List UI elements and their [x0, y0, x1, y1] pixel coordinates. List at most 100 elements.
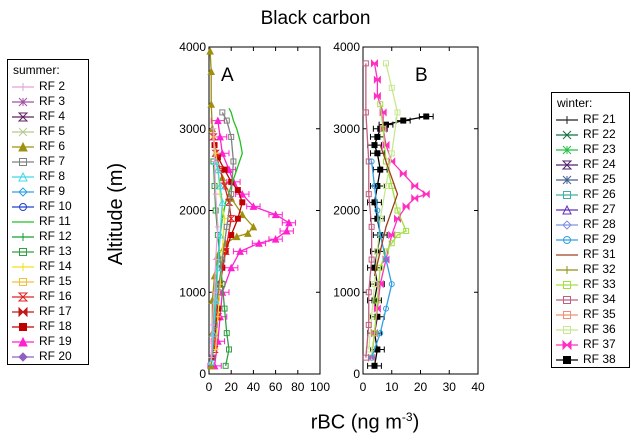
legend-marker-icon	[562, 145, 572, 154]
legend-marker-icon	[562, 175, 572, 184]
data-point	[380, 125, 387, 132]
series-line	[370, 161, 393, 358]
legend-marker-icon	[19, 157, 27, 166]
legend-item: RF 15	[8, 274, 88, 289]
data-point	[249, 202, 258, 210]
legend-marker-icon	[17, 292, 29, 301]
data-point	[377, 166, 384, 173]
data-point	[211, 289, 218, 296]
x-axis-label: rBC (ng m-3)	[265, 410, 465, 435]
data-point	[400, 117, 407, 124]
legend-item: RF 7	[8, 154, 88, 169]
data-point	[365, 158, 372, 165]
data-point	[207, 100, 216, 108]
panel-a-x-tick-label: 80	[291, 380, 305, 394]
legend-marker-icon	[563, 280, 571, 289]
legend-marker-icon	[19, 82, 27, 91]
panel-b-series-rf-36	[365, 60, 401, 353]
legend-marker-icon	[18, 186, 28, 197]
legend-item: RF 17	[8, 304, 88, 319]
legend-swatch-icon	[12, 232, 34, 241]
legend-item: RF 20	[8, 349, 88, 364]
data-point	[371, 142, 378, 149]
data-point	[411, 181, 419, 191]
legend-item: RF 36	[552, 322, 629, 337]
legend-item-label: RF 8	[39, 169, 66, 183]
legend-item-label: RF 34	[583, 292, 616, 306]
panel-a-y-tick-label: 0	[199, 367, 206, 381]
data-point	[368, 158, 375, 165]
data-point	[282, 226, 291, 235]
legend-item: RF 11	[8, 214, 88, 229]
data-point	[206, 46, 214, 55]
data-point	[207, 67, 216, 76]
legend-item-label: RF 4	[39, 109, 66, 123]
legend-swatch-icon	[12, 220, 34, 223]
data-point	[373, 75, 381, 84]
data-point	[234, 187, 241, 194]
panel-a-x-tick-label: 20	[225, 380, 239, 394]
legend-swatch-icon	[12, 97, 34, 106]
series-line	[213, 120, 290, 366]
legend-item-label: RF 38	[583, 352, 616, 366]
data-point	[383, 256, 389, 263]
legend-marker-icon	[18, 127, 28, 136]
legend-item-label: RF 29	[583, 232, 616, 246]
legend-item: RF 4	[8, 109, 88, 124]
legend-item-label: RF 12	[39, 229, 72, 243]
legend-swatch-icon	[556, 130, 578, 139]
panel-a-x-tick-label: 0	[206, 380, 213, 394]
legend-item-label: RF 15	[39, 274, 72, 288]
legend-item: RF 25	[552, 172, 629, 187]
data-point	[226, 215, 236, 223]
data-point	[223, 223, 230, 230]
legend-swatch-icon	[12, 186, 34, 197]
panel-b-series-rf-33	[368, 101, 410, 361]
data-point	[216, 230, 224, 239]
legend-item: RF 2	[8, 79, 88, 94]
data-point	[216, 181, 224, 190]
legend-item-label: RF 16	[39, 289, 72, 303]
panel-a-y-tick-label: 4000	[179, 40, 206, 54]
data-point	[223, 330, 230, 337]
data-point	[394, 109, 401, 116]
legend-swatch-icon	[556, 310, 578, 319]
legend-item: RF 22	[552, 127, 629, 142]
legend-item: RF 23	[552, 142, 629, 157]
legend-item: RF 32	[552, 262, 629, 277]
panel-a-x-tick-label: 60	[269, 380, 283, 394]
legend-item: RF 5	[8, 124, 88, 139]
legend-marker-icon	[563, 355, 571, 364]
legend-swatch-icon	[12, 141, 34, 151]
data-point	[388, 240, 395, 247]
legend-item-label: RF 18	[39, 319, 72, 333]
legend-marker-icon	[19, 262, 27, 271]
panel-a-label: A	[221, 65, 234, 86]
legend-item: RF 31	[552, 247, 629, 262]
data-point	[223, 117, 230, 124]
data-point	[377, 264, 384, 271]
data-point	[411, 194, 419, 203]
legend-marker-icon	[562, 204, 572, 214]
legend-item-label: RF 3	[39, 94, 66, 108]
legend-swatch-icon	[556, 295, 578, 304]
data-point	[362, 354, 369, 361]
legend-item: RF 16	[8, 289, 88, 304]
legend-swatch-icon	[12, 171, 34, 181]
data-point	[209, 321, 216, 328]
data-point	[239, 199, 246, 206]
legend-swatch-icon	[556, 219, 578, 230]
panel-b-label: B	[415, 65, 428, 86]
data-point	[230, 158, 237, 165]
legend-marker-icon	[562, 339, 572, 350]
series-line	[210, 128, 219, 358]
legend-swatch-icon	[12, 292, 34, 301]
data-point	[209, 133, 218, 141]
data-point	[373, 91, 381, 101]
data-point	[388, 281, 395, 288]
legend-item-label: RF 36	[583, 322, 616, 336]
panel-b-series-rf-34	[362, 60, 375, 361]
legend-item-label: RF 28	[583, 217, 616, 231]
panel-a-series-rf-2	[208, 125, 221, 361]
